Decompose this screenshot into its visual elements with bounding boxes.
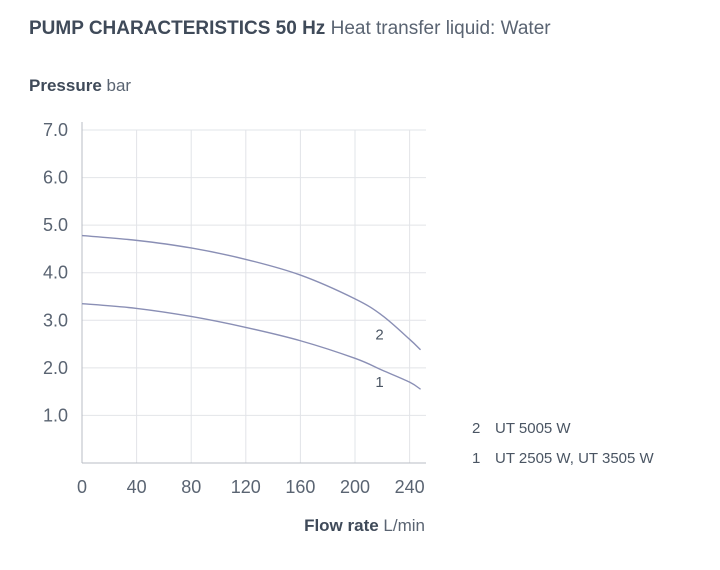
y-axis-label-name: Pressure — [29, 76, 102, 95]
legend-item-1-number: 1 — [472, 450, 481, 467]
y-tick-label-4.0: 4.0 — [43, 263, 68, 283]
x-tick-label-200: 200 — [340, 477, 370, 497]
x-tick-label-80: 80 — [181, 477, 201, 497]
curve-label-2: 2 — [375, 327, 383, 344]
y-axis-label: Pressure bar — [29, 76, 131, 96]
chart-subtitle: Heat transfer liquid: Water — [330, 18, 551, 39]
x-tick-label-40: 40 — [127, 477, 147, 497]
legend-item-1: 1 UT 2505 W, UT 3505 W — [472, 450, 654, 467]
legend-item-2: 2 UT 5005 W — [472, 420, 571, 437]
curve-label-1: 1 — [375, 374, 383, 391]
y-tick-label-5.0: 5.0 — [43, 215, 68, 235]
x-tick-label-160: 160 — [285, 477, 315, 497]
chart-title-main: PUMP CHARACTERISTICS 50 Hz — [29, 18, 326, 39]
legend-item-1-text: UT 2505 W, UT 3505 W — [495, 450, 654, 467]
x-axis-label-unit: L/min — [383, 516, 425, 535]
curve-series-2 — [81, 234, 422, 351]
chart-title: PUMP CHARACTERISTICS 50 Hz Heat transfer… — [29, 18, 551, 40]
x-tick-label-240: 240 — [395, 477, 425, 497]
x-axis-label-name: Flow rate — [304, 516, 379, 535]
y-tick-label-2.0: 2.0 — [43, 358, 68, 378]
x-tick-label-120: 120 — [231, 477, 261, 497]
legend-item-2-number: 2 — [472, 420, 481, 437]
y-tick-label-6.0: 6.0 — [43, 168, 68, 188]
curve-series-1 — [81, 302, 421, 390]
y-tick-label-3.0: 3.0 — [43, 310, 68, 330]
legend-item-2-text: UT 5005 W — [495, 420, 571, 437]
y-tick-label-7.0: 7.0 — [43, 120, 68, 140]
y-axis-label-unit: bar — [106, 76, 132, 95]
y-tick-label-1.0: 1.0 — [43, 405, 68, 425]
x-tick-label-0: 0 — [77, 477, 87, 497]
x-axis-label: Flow rate L/min — [304, 516, 425, 536]
